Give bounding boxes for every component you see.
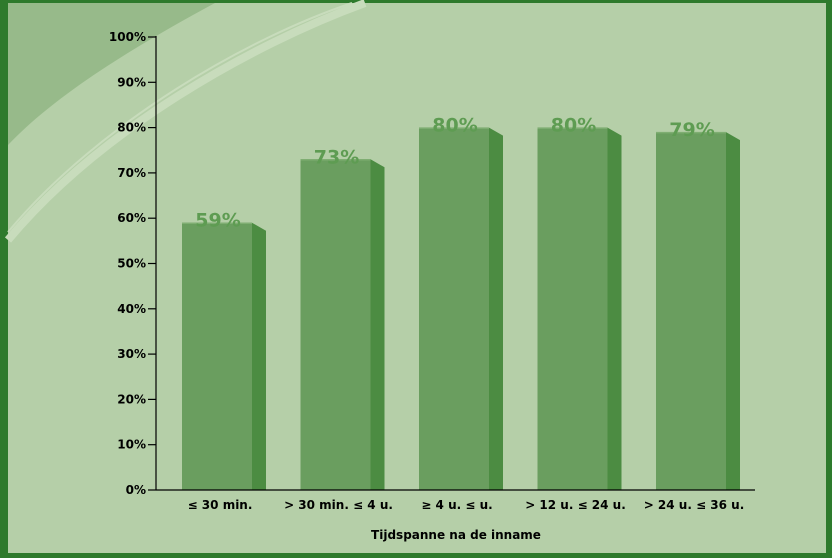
bar-value-label: 73% [314,146,359,168]
x-tick-label: > 30 min. ≤ 4 u. [284,498,393,512]
bar [656,132,726,490]
y-tick-label: 70% [117,166,146,180]
y-tick-label: 0% [126,483,146,497]
corner-decoration [8,3,215,145]
x-tick-label: ≥ 4 u. ≤ u. [421,498,492,512]
y-tick-label: 30% [117,347,146,361]
x-axis-title: Tijdspanne na de inname [371,528,541,542]
bar-value-label: 79% [669,119,714,141]
bar [419,127,489,490]
y-tick-label: 100% [109,30,146,44]
bar-side [370,159,385,490]
bar [300,159,371,490]
x-axis-tick-labels: ≤ 30 min. > 30 min. ≤ 4 u. ≥ 4 u. ≤ u. > 12… [188,498,745,512]
bar [537,127,608,490]
y-tick-label: 20% [117,392,146,406]
bar-side [726,132,740,490]
x-tick-label: > 12 u. ≤ 24 u. [525,498,626,512]
bar-side [607,127,622,490]
y-tick-label: 60% [117,211,146,225]
swoosh-decoration [4,0,367,243]
bar-side [489,127,503,490]
bars: 59% 73% 80% 80% 79% [182,115,740,491]
y-axis-ticks: 0% 10% 20% 30% 40% 50% 60% 70% 80% 90% 100% [109,30,156,497]
y-tick-label: 90% [117,75,146,89]
bar-side [252,222,266,491]
bar [182,222,252,491]
bar-value-label: 59% [195,210,240,232]
y-tick-label: 50% [117,257,146,271]
x-tick-label: > 24 u. ≤ 36 u. [644,498,745,512]
x-tick-label: ≤ 30 min. [188,498,253,512]
y-tick-label: 40% [117,302,146,316]
bar-value-label: 80% [432,115,477,137]
swoosh-decoration [7,2,353,233]
bar-value-label: 80% [551,115,596,137]
y-tick-label: 10% [117,438,146,452]
y-tick-label: 80% [117,121,146,135]
